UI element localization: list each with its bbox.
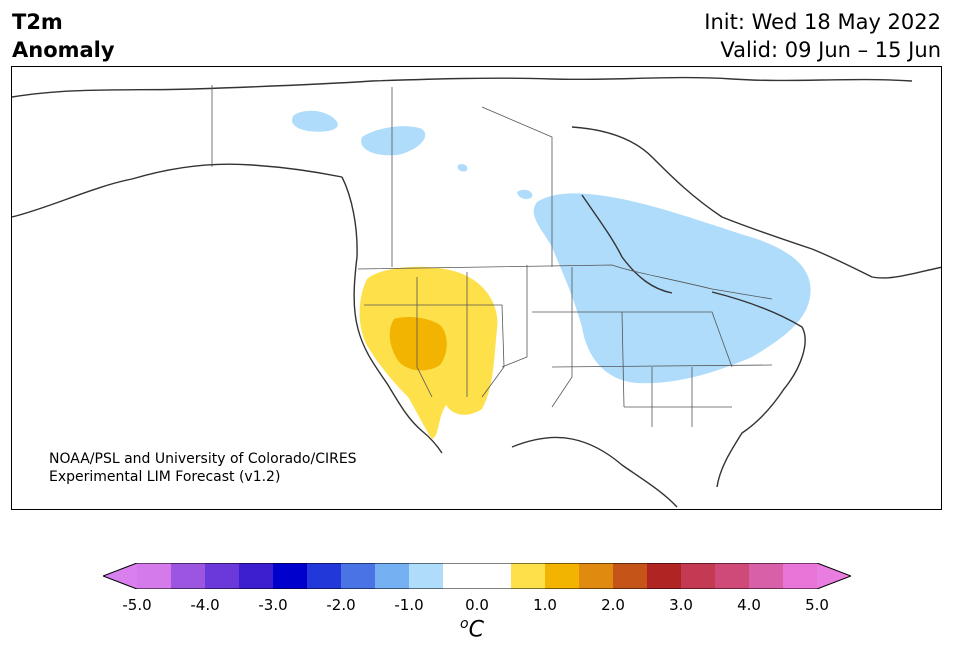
valid-range: Valid: 09 Jun – 15 Jun: [720, 38, 941, 62]
colorbar-tick-label: 0.0: [465, 596, 489, 614]
colorbar-tick-label: 1.0: [533, 596, 557, 614]
colorbar-tick-label: 4.0: [737, 596, 761, 614]
colorbar-segment: [341, 563, 376, 589]
colorbar-tick-label: 2.0: [601, 596, 625, 614]
colorbar-segment: [239, 563, 274, 589]
colorbar-tick-label: -5.0: [122, 596, 152, 614]
cool-anomaly-north-canada: [291, 110, 338, 132]
credit-line-1: NOAA/PSL and University of Colorado/CIRE…: [49, 451, 357, 467]
colorbar-tick-label: 3.0: [669, 596, 693, 614]
credit-line-2: Experimental LIM Forecast (v1.2): [49, 469, 281, 485]
colorbar-segment: [783, 563, 818, 589]
anomaly-map: [11, 66, 942, 510]
warmer-anomaly-core: [389, 317, 447, 371]
title-line-2: Anomaly: [12, 38, 115, 62]
cool-anomaly-hudson-west: [361, 126, 426, 156]
cool-anomaly-eastern-us: [533, 193, 811, 384]
colorbar-tick-label: -1.0: [394, 596, 424, 614]
colorbar-over-extension: [817, 563, 851, 589]
colorbar-segment: [307, 563, 342, 589]
colorbar-tick-label: 5.0: [805, 596, 829, 614]
colorbar-tick-label: -2.0: [326, 596, 356, 614]
cool-anomaly-wisp-2: [457, 164, 468, 172]
colorbar-under-extension: [103, 563, 137, 589]
colorbar-segment: [273, 563, 308, 589]
coastlines: [12, 76, 941, 508]
cool-anomaly-wisp: [517, 189, 533, 200]
forecast-dates: Init: Wed 18 May 2022 Valid: 09 Jun – 15…: [704, 8, 941, 64]
colorbar-tick-label: -3.0: [258, 596, 288, 614]
colorbar-segment: [205, 563, 240, 589]
colorbar-segment: [171, 563, 206, 589]
credit-text: NOAA/PSL and University of Colorado/CIRE…: [49, 450, 357, 486]
colorbar-segment: [681, 563, 716, 589]
colorbar-unit: oC: [460, 616, 484, 642]
colorbar-segment: [477, 563, 512, 589]
colorbar-segment: [749, 563, 784, 589]
colorbar-segment: [545, 563, 580, 589]
colorbar-segment: [443, 563, 478, 589]
unit-letter: C: [468, 617, 484, 643]
colorbar-segment: [647, 563, 682, 589]
map-canvas: [12, 76, 941, 508]
colorbar-segment: [137, 563, 172, 589]
colorbar-segment: [375, 563, 410, 589]
borders: [211, 85, 773, 427]
colorbar-tick-label: -4.0: [190, 596, 220, 614]
colorbar-ticks: -5.0 -4.0 -3.0 -2.0 -1.0 0.0 1.0 2.0 3.0 4.0 5.0: [0, 596, 953, 616]
init-date: Init: Wed 18 May 2022: [704, 10, 941, 34]
unit-superscript: o: [460, 616, 469, 632]
map-title: T2m Anomaly: [12, 8, 115, 64]
title-line-1: T2m: [12, 10, 63, 34]
colorbar: [103, 563, 851, 589]
colorbar-segment: [511, 563, 546, 589]
colorbar-segment: [715, 563, 750, 589]
colorbar-segment: [579, 563, 614, 589]
colorbar-segment: [409, 563, 444, 589]
colorbar-segment: [613, 563, 648, 589]
